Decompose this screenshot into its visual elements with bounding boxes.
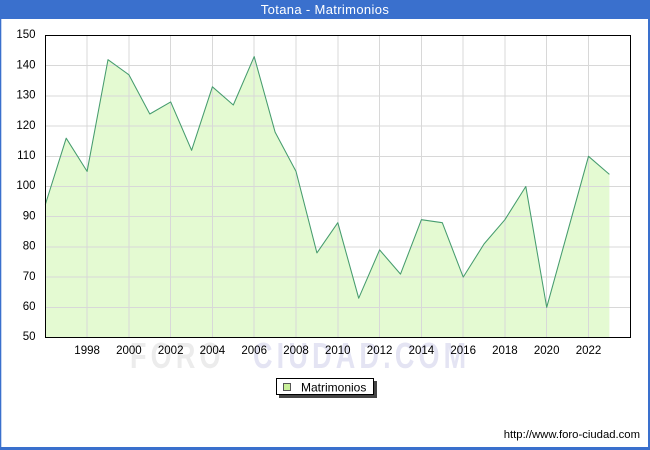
svg-text:2012: 2012 bbox=[367, 345, 393, 357]
svg-text:110: 110 bbox=[17, 150, 35, 162]
svg-text:2010: 2010 bbox=[325, 345, 351, 357]
svg-text:150: 150 bbox=[16, 29, 35, 41]
svg-text:2000: 2000 bbox=[116, 345, 142, 357]
svg-text:2020: 2020 bbox=[534, 345, 560, 357]
svg-text:100: 100 bbox=[16, 180, 35, 192]
svg-text:http://www.foro-ciudad.com: http://www.foro-ciudad.com bbox=[504, 429, 640, 441]
svg-text:90: 90 bbox=[23, 210, 36, 222]
svg-text:Totana - Matrimonios: Totana - Matrimonios bbox=[261, 2, 390, 17]
svg-text:80: 80 bbox=[23, 241, 36, 253]
svg-text:2004: 2004 bbox=[200, 345, 226, 357]
svg-text:FORO: FORO bbox=[130, 335, 225, 376]
svg-text:2022: 2022 bbox=[576, 345, 602, 357]
svg-text:CIUDAD.COM: CIUDAD.COM bbox=[253, 335, 470, 376]
svg-text:1998: 1998 bbox=[74, 345, 100, 357]
svg-text:140: 140 bbox=[16, 59, 35, 71]
svg-text:2016: 2016 bbox=[450, 345, 476, 357]
svg-text:120: 120 bbox=[16, 120, 35, 132]
svg-text:2018: 2018 bbox=[492, 345, 518, 357]
svg-text:70: 70 bbox=[23, 271, 36, 283]
svg-text:130: 130 bbox=[16, 90, 35, 102]
svg-text:2008: 2008 bbox=[283, 345, 309, 357]
svg-text:Matrimonios: Matrimonios bbox=[301, 381, 366, 395]
svg-text:60: 60 bbox=[23, 301, 36, 313]
svg-text:2006: 2006 bbox=[241, 345, 267, 357]
svg-text:50: 50 bbox=[23, 331, 36, 343]
svg-text:2014: 2014 bbox=[409, 345, 435, 357]
svg-text:2002: 2002 bbox=[158, 345, 184, 357]
